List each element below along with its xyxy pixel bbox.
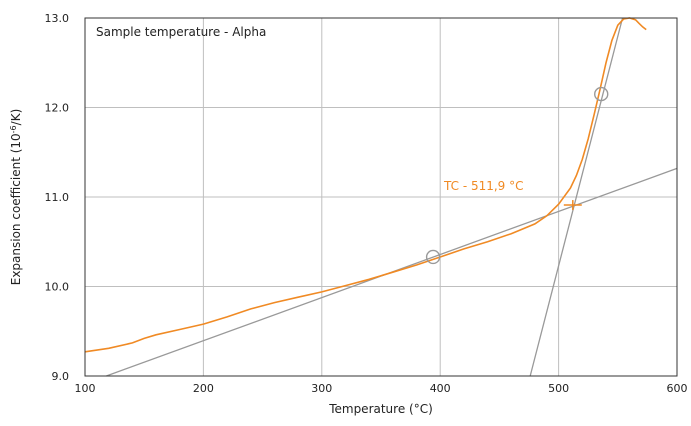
- y-axis-title: Expansion coefficient (10-6/K): [9, 109, 24, 286]
- plot-frame: [84, 17, 678, 377]
- chart-title: Sample temperature - Alpha: [96, 25, 266, 39]
- y-tick-label: 13.0: [45, 12, 70, 25]
- x-tick-label: 300: [311, 382, 332, 395]
- tangent-point-circle: [594, 86, 609, 102]
- grid: [85, 18, 677, 376]
- tangent-point-markers: [425, 86, 609, 265]
- y-axis-title-superscript: -6: [9, 125, 18, 133]
- onset-label: TC - 511,9 °C: [443, 179, 524, 193]
- expansion-curve: [84, 17, 647, 353]
- x-tick-label: 400: [430, 382, 451, 395]
- y-tick-label: 11.0: [45, 191, 70, 204]
- y-tick-label: 12.0: [45, 102, 70, 115]
- y-tick-labels: 9.0 10.0 11.0 12.0 13.0: [45, 12, 70, 383]
- x-tick-label: 600: [667, 382, 688, 395]
- x-tick-label: 100: [75, 382, 96, 395]
- y-axis-title-unit: /K): [9, 109, 23, 126]
- tangent-point-circle: [425, 249, 441, 265]
- y-axis-title-main: Expansion coefficient (10: [9, 133, 23, 285]
- y-tick-label: 10.0: [45, 281, 70, 294]
- x-tick-labels: 100 200 300 400 500 600: [75, 382, 688, 395]
- x-tick-label: 500: [548, 382, 569, 395]
- y-tick-label: 9.0: [52, 370, 70, 383]
- onset-marker: [563, 200, 582, 211]
- x-axis-title: Temperature (°C): [328, 402, 433, 416]
- x-tick-label: 200: [193, 382, 214, 395]
- tangent-line: [529, 17, 624, 377]
